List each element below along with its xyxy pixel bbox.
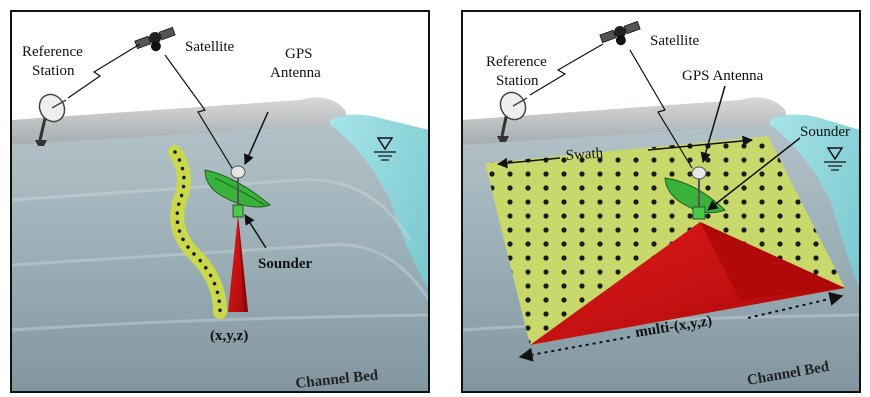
sounder-label: Sounder (800, 124, 850, 140)
dish-antenna-icon (35, 93, 67, 146)
reference-station-label-1: Reference (486, 54, 547, 70)
channel-bed-surface (11, 125, 429, 392)
water-level-icon (374, 137, 396, 161)
satellite-icon (134, 26, 176, 52)
satellite-label: Satellite (650, 33, 699, 49)
dish-antenna-icon (497, 91, 528, 142)
sounder-icon (692, 206, 706, 220)
lightning-signal-icon (529, 43, 604, 96)
gps-antenna-icon (230, 165, 246, 179)
gps-antenna-label-1: GPS (285, 46, 313, 62)
lightning-signal-icon (67, 43, 141, 99)
water-level-icon (824, 147, 846, 171)
river-bank (11, 97, 350, 150)
reference-station-label-2: Station (32, 63, 75, 79)
panel-frame (10, 10, 430, 393)
gps-antenna-label: GPS Antenna (682, 68, 764, 84)
river-bank (462, 97, 790, 150)
gps-antenna-icon (691, 166, 707, 180)
reference-station-label-1: Reference (22, 44, 83, 60)
sounder-label: Sounder (258, 256, 313, 272)
sounder-icon (232, 204, 244, 218)
satellite-icon (599, 20, 641, 46)
panel-frame (461, 10, 861, 393)
satellite-label: Satellite (185, 39, 234, 55)
swath-label: Swath (565, 145, 604, 164)
panel-single-beam: Reference Station Satellite GPS Antenna … (10, 10, 430, 393)
survey-boat (204, 165, 272, 218)
reference-station-label-2: Station (496, 73, 539, 89)
gps-antenna-label-2: Antenna (270, 65, 321, 81)
point-label: (x,y,z) (210, 328, 248, 344)
panel-multi-beam: Reference Station Satellite GPS Antenna … (461, 10, 861, 393)
